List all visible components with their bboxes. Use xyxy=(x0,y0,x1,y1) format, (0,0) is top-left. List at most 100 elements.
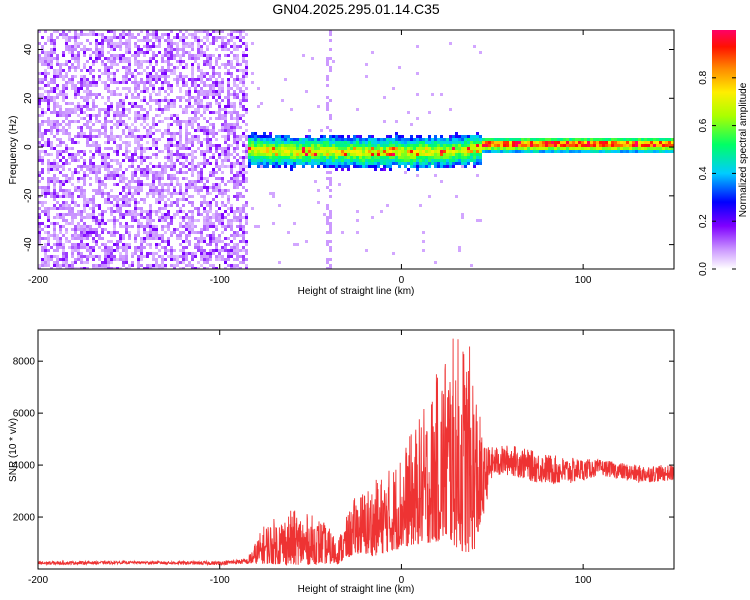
spectrogram-cell xyxy=(461,216,464,219)
spectrogram-cell xyxy=(77,222,80,225)
spectrogram-cell xyxy=(407,159,410,162)
spectrogram-cell xyxy=(95,129,98,132)
spectrogram-cell xyxy=(110,105,113,108)
spectrogram-cell xyxy=(332,135,335,138)
spectrogram-cell xyxy=(161,255,164,258)
spectrogram-cell xyxy=(71,48,74,51)
spectrogram-cell xyxy=(200,189,203,192)
spectrogram-cell xyxy=(44,261,47,264)
spectrogram-cell xyxy=(170,258,173,261)
spectrogram-cell xyxy=(350,162,353,165)
spectrogram-cell xyxy=(491,138,494,141)
snr-xtick-label: -100 xyxy=(210,575,230,586)
spectrogram-cell xyxy=(245,171,248,174)
spectrogram-cell xyxy=(122,237,125,240)
spectrogram-cell xyxy=(140,258,143,261)
spectrogram-cell xyxy=(92,99,95,102)
spectrogram-cell xyxy=(146,114,149,117)
spectrogram-cell xyxy=(440,180,443,183)
spectrogram-cell xyxy=(134,240,137,243)
spectrogram-cell xyxy=(263,156,266,159)
spectrogram-cell xyxy=(77,90,80,93)
spectrogram-cell xyxy=(266,162,269,165)
spectrogram-cell xyxy=(236,192,239,195)
spectrogram-cell xyxy=(77,60,80,63)
spectrogram-cell xyxy=(329,189,332,192)
spectrogram-cell xyxy=(143,171,146,174)
spectrogram-cell xyxy=(218,111,221,114)
spectrogram-cell xyxy=(92,168,95,171)
spectrogram-cell xyxy=(65,108,68,111)
spectrogram-cell xyxy=(395,156,398,159)
spectrogram-cell xyxy=(536,150,539,153)
spectrogram-cell xyxy=(44,72,47,75)
spectrogram-cell xyxy=(575,147,578,150)
spectrogram-cell xyxy=(119,81,122,84)
spectrogram-cell xyxy=(86,231,89,234)
spectrogram-cell xyxy=(176,66,179,69)
spectrogram-cell xyxy=(224,165,227,168)
spectrogram-cell xyxy=(50,90,53,93)
spectrogram-cell xyxy=(131,174,134,177)
spectrogram-cell xyxy=(122,81,125,84)
spectrogram-cell xyxy=(125,249,128,252)
spectrogram-cell xyxy=(335,135,338,138)
spectrogram-cell xyxy=(116,171,119,174)
spectrogram-cell xyxy=(263,147,266,150)
spectrogram-cell xyxy=(80,69,83,72)
spectrogram-cell xyxy=(128,183,131,186)
spectrogram-cell xyxy=(356,210,359,213)
spectrogram-cell xyxy=(221,204,224,207)
spectrogram-cell xyxy=(44,231,47,234)
spectrogram-cell xyxy=(350,138,353,141)
spectrogram-cell xyxy=(98,54,101,57)
spectrogram-cell xyxy=(272,159,275,162)
spectrogram-cell xyxy=(395,144,398,147)
spectrogram-cell xyxy=(53,81,56,84)
spectrogram-cell xyxy=(179,48,182,51)
spectrogram-cell xyxy=(74,42,77,45)
spectrogram-cell xyxy=(401,153,404,156)
spectrogram-cell xyxy=(230,204,233,207)
spectrogram-cell xyxy=(323,159,326,162)
spectrogram-cell xyxy=(623,150,626,153)
spectrogram-cell xyxy=(143,81,146,84)
spectrogram-cell xyxy=(653,147,656,150)
spectrogram-cell xyxy=(329,216,332,219)
spectrogram-cell xyxy=(236,96,239,99)
spectrogram-cell xyxy=(92,195,95,198)
spectrogram-cell xyxy=(203,132,206,135)
spectrogram-cell xyxy=(230,87,233,90)
spectrogram-cell xyxy=(62,234,65,237)
spectrogram-cell xyxy=(182,147,185,150)
spectrogram-cell xyxy=(287,162,290,165)
spectrogram-cell xyxy=(203,252,206,255)
spectrogram-cell xyxy=(320,144,323,147)
spectrogram-cell xyxy=(479,159,482,162)
spectrogram-cell xyxy=(98,147,101,150)
spectrogram-cell xyxy=(503,150,506,153)
spectrogram-cell xyxy=(140,39,143,42)
spectrogram-cell xyxy=(566,147,569,150)
spectrogram-cell xyxy=(146,192,149,195)
spectrogram-cell xyxy=(215,237,218,240)
spectrogram-cell xyxy=(254,159,257,162)
spectrogram-cell xyxy=(254,147,257,150)
spectrogram-cell xyxy=(374,159,377,162)
spectrogram-cell xyxy=(353,135,356,138)
spectrogram-cell xyxy=(80,33,83,36)
spectrogram-cell xyxy=(101,60,104,63)
spectrogram-cell xyxy=(533,141,536,144)
spectrogram-cell xyxy=(221,189,224,192)
spectrogram-cell xyxy=(95,192,98,195)
spectrogram-cell xyxy=(83,153,86,156)
spectrogram-cell xyxy=(239,30,242,33)
spectrogram-cell xyxy=(221,222,224,225)
spectrogram-cell xyxy=(347,147,350,150)
spectrogram-cell xyxy=(539,150,542,153)
spectrogram-cell xyxy=(65,84,68,87)
spectrogram-cell xyxy=(383,141,386,144)
spectrogram-cell xyxy=(98,186,101,189)
spectrogram-cell xyxy=(47,240,50,243)
spectrogram-cell xyxy=(143,69,146,72)
